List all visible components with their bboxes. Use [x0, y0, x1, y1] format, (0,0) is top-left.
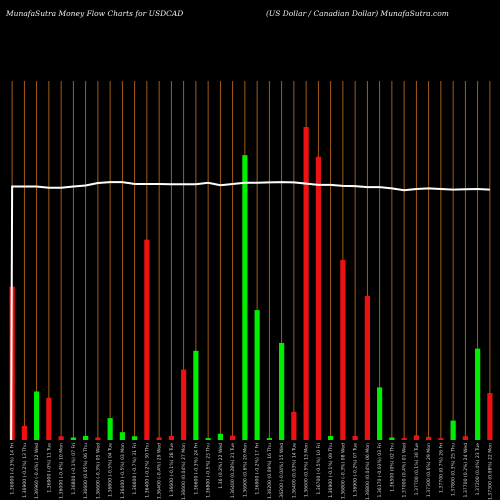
money-flow-bar	[181, 369, 187, 440]
x-tick-label: 1.36900 (-0.1%) 09 Thu	[328, 443, 334, 498]
x-tick-label: 1.37700 (0.2%) 24 Wed	[463, 443, 469, 498]
trend-line	[10, 181, 490, 441]
x-tick-label: 1.36800 (-0.5%) 04 Tue	[108, 443, 114, 497]
x-tick-label: 1.37700 (0.1%) 30 Tue	[414, 443, 420, 495]
money-flow-bar	[217, 433, 223, 440]
money-flow-bar	[462, 436, 468, 440]
money-flow-bar	[352, 435, 358, 440]
x-tick-label: 1.36800 (-0.5%) 23 Thu	[206, 443, 212, 498]
x-tick-labels: 1.36900 (-0.3%) 14 Fri 1.36900 (-0.2%) 13…	[10, 443, 494, 500]
money-flow-bar	[315, 156, 321, 441]
money-flow-bar	[156, 437, 162, 440]
x-tick-label: 1.36960 (-0.4%) 12 Wed	[34, 443, 40, 499]
x-tick-label: 1.36800 (-0.1%) 07 Fri	[71, 443, 77, 495]
money-flow-bar	[266, 438, 272, 440]
x-tick-label: 1.36600 (-0.3%) 24 Fri	[193, 443, 199, 495]
x-tick-label: 1.36900 (-0.2%) 17 Fri	[255, 443, 261, 495]
money-flow-bar	[205, 438, 211, 440]
money-flow-bar	[340, 260, 346, 440]
x-tick-label: 1.36800 (0.04%) 06 Mon	[365, 443, 371, 500]
money-flow-bar	[230, 435, 236, 440]
money-flow-bar	[413, 435, 419, 440]
x-tick-label: 1.36 (0.2%) 22 Wed	[218, 443, 224, 489]
trend-line-layer	[10, 181, 490, 441]
money-flow-bar	[107, 418, 113, 440]
money-flow-bar	[291, 411, 297, 440]
money-flow-bar	[242, 155, 248, 441]
money-flow-bar	[279, 342, 285, 440]
x-tick-label: 1.36600 (0.5%) 13 Mon	[304, 443, 310, 497]
money-flow-bars	[9, 127, 493, 441]
x-tick-label: 1.37000 (0.4%) 01 Wed	[402, 443, 408, 498]
x-tick-label: 1.36500 (0%) 02 Thu	[389, 443, 395, 492]
x-tick-label: 1.36600 (0.05%) 06 Thu	[83, 443, 89, 499]
x-tick-label: 1.36400 (-0.5%) 03 Mon	[120, 443, 126, 499]
money-flow-bar	[450, 420, 456, 440]
money-flow-bar	[144, 239, 150, 440]
money-flow-bar	[401, 438, 407, 440]
money-flow-bar	[328, 435, 334, 440]
x-tick-label: 1.36400 (-0.2%) 30 Thu	[144, 443, 150, 498]
money-flow-bar	[193, 350, 199, 440]
x-tick-label: 1.37300 (0.08%) 22 Mon	[487, 443, 493, 500]
money-flow-bar	[34, 391, 40, 440]
x-tick-label: 1.36170 (-0.03%) 03 Fri	[377, 443, 383, 498]
money-flow-bar	[426, 436, 432, 440]
money-flow-bar	[58, 436, 64, 440]
x-tick-label: 1.36700 (-0.5%) 10 Fri	[316, 443, 322, 495]
money-flow-bar	[303, 127, 309, 440]
x-tick-label: 1.36200 (-0.04%) 15 Wed	[279, 443, 285, 500]
money-flow-bar	[377, 387, 383, 440]
x-tick-label: 1.37300 (0.6%) 29 Mon	[426, 443, 432, 497]
x-tick-label: 1.36400 (0.03%) 14 Tue	[291, 443, 297, 498]
money-flow-bar	[364, 296, 370, 440]
x-tick-label: 1.36900 (0.6%) 20 Mon	[242, 443, 248, 497]
x-tick-label: 1.36200 (0.09%) 16 Thu	[267, 443, 273, 499]
x-tick-label: 1.36800 (-0.3%) 08 Wed	[340, 443, 346, 499]
money-flow-bar	[46, 397, 52, 440]
x-tick-label: 1.36900 (-0.3%) 14 Fri	[10, 443, 16, 495]
x-tick-label: 1.37200 (0.4%) 23 Tue	[475, 443, 481, 495]
money-flow-bar	[389, 437, 395, 440]
money-flow-bar	[83, 435, 89, 440]
x-tick-label: 1.36600 (-0.3%) 05 Wed	[95, 443, 101, 499]
chart-subtitle: (US Dollar / Canadian Dollar) MunafaSutr…	[266, 9, 449, 18]
money-flow-bar	[95, 437, 101, 440]
money-flow-bar	[438, 438, 444, 440]
money-flow-bar	[21, 425, 27, 440]
money-flow-bar	[70, 437, 76, 440]
chart-title: MunafaSutra Money Flow Charts for USDCAD	[6, 9, 184, 18]
x-tick-label: 1.36600 (-0.7%) 31 Fri	[132, 443, 138, 495]
x-tick-label: 1.36900 (-0.2%) 13 Thu	[22, 443, 28, 498]
x-tick-label: 1.36400 (-0.4%) 29 Wed	[157, 443, 163, 499]
x-tick-label: 1.36900 (-0.2%) 07 Tue	[353, 443, 359, 497]
x-tick-label: 1.36000 (-0.4%) 10 Mon	[59, 443, 65, 499]
x-tick-label: 1.36600 (-0.1%) 28 Tue	[169, 443, 175, 497]
x-tick-label: 1.37700 (0.7%) 26 Fri	[438, 443, 444, 493]
money-flow-bar	[119, 432, 125, 440]
x-tick-label: 1.36600 (0.04%) 27 Mon	[181, 443, 187, 500]
money-flow-bar	[168, 435, 174, 440]
money-flow-bar	[254, 310, 260, 440]
money-flow-bar	[487, 393, 493, 440]
money-flow-bar	[475, 348, 481, 440]
x-tick-label: 1.36900 (-0%) 11 Tue	[46, 443, 52, 493]
money-flow-bar	[132, 436, 138, 440]
gridlines	[11, 81, 491, 440]
x-tick-label: 1.37800 (0.3%) 25 Thu	[451, 443, 457, 496]
x-tick-label: 1.36400 (0.28%) 21 Tue	[230, 443, 236, 498]
